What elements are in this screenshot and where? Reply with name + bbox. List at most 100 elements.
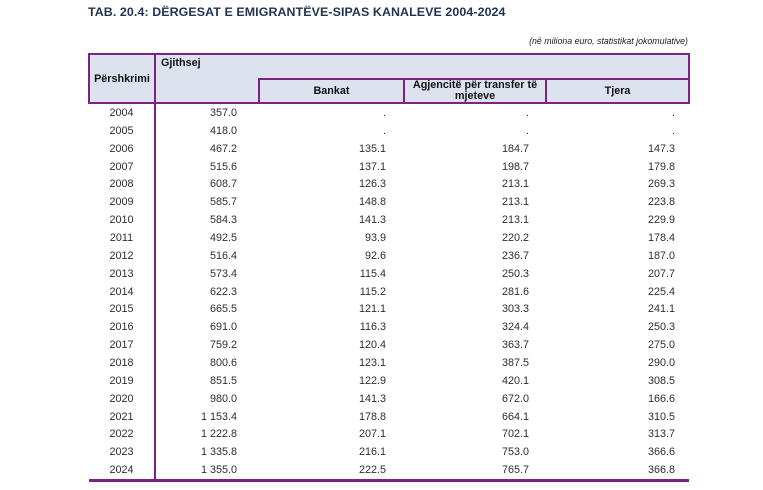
cell-bankat: 178.8 bbox=[358, 410, 386, 423]
cell-tjera: 187.0 bbox=[648, 249, 676, 262]
header-agjencite: Agjencitë për transfer të mjeteve bbox=[403, 78, 547, 104]
cell-year: 2010 bbox=[89, 211, 156, 230]
cell-agjencite: 324.4 bbox=[501, 321, 529, 334]
cell-year: 2009 bbox=[89, 193, 156, 212]
cell-year: 2022 bbox=[89, 425, 156, 444]
cell-bankat: 121.1 bbox=[358, 303, 386, 316]
cell-agjencite: 765.7 bbox=[404, 461, 546, 483]
table-row: 2015 665.5 121.1 303.3 241.1 bbox=[89, 300, 689, 319]
table-row: 2020 980.0 141.3 672.0 166.6 bbox=[89, 389, 689, 408]
cell-agjencite: 281.6 bbox=[501, 285, 529, 298]
cell-tjera: 313.7 bbox=[648, 428, 676, 441]
cell-bankat: 137.1 bbox=[358, 160, 386, 173]
remittances-by-channel-table: Përshkrimi Gjithsej Bankat Agjencitë për… bbox=[88, 53, 691, 483]
cell-gjithsej: 665.5 bbox=[209, 303, 237, 316]
cell-gjithsej: 585.7 bbox=[209, 196, 237, 209]
cell-year: 2005 bbox=[89, 121, 156, 140]
table-row: 2008 608.7 126.3 213.1 269.3 bbox=[89, 175, 689, 194]
cell-agjencite: 363.7 bbox=[501, 339, 529, 352]
header-total-spacer bbox=[155, 79, 260, 104]
cell-agjencite: 387.5 bbox=[501, 356, 529, 369]
table-row: 2014 622.3 115.2 281.6 225.4 bbox=[89, 282, 689, 301]
table-row: 2010 584.3 141.3 213.1 229.9 bbox=[89, 211, 689, 230]
cell-gjithsej: 691.0 bbox=[209, 321, 237, 334]
table-row: 2024 1 355.0 222.5 765.7 366.8 bbox=[89, 461, 690, 483]
cell-gjithsej: 1 153.4 bbox=[200, 410, 237, 423]
cell-year: 2016 bbox=[89, 318, 156, 337]
cell-year: 2017 bbox=[89, 336, 156, 355]
table-row: 2016 691.0 116.3 324.4 250.3 bbox=[89, 318, 689, 337]
cell-tjera: . bbox=[672, 106, 676, 119]
cell-agjencite: 303.3 bbox=[501, 303, 529, 316]
cell-bankat: 141.3 bbox=[358, 214, 386, 227]
cell-tjera: 241.1 bbox=[648, 303, 676, 316]
cell-gjithsej: 516.4 bbox=[209, 249, 237, 262]
table-row: 2021 1 153.4 178.8 664.1 310.5 bbox=[89, 407, 689, 426]
cell-gjithsej: 492.5 bbox=[209, 231, 237, 244]
cell-bankat: 207.1 bbox=[358, 428, 386, 441]
cell-tjera: . bbox=[672, 124, 676, 137]
cell-agjencite: 702.1 bbox=[501, 428, 529, 441]
cell-bankat: 115.2 bbox=[359, 285, 386, 298]
cell-bankat: 122.9 bbox=[358, 374, 386, 387]
cell-gjithsej: 980.0 bbox=[209, 392, 237, 405]
cell-agjencite: 213.1 bbox=[501, 178, 529, 191]
table-row: 2006 467.2 135.1 184.7 147.3 bbox=[89, 139, 689, 158]
cell-gjithsej: 800.6 bbox=[209, 356, 237, 369]
table-row: 2011 492.5 93.9 220.2 178.4 bbox=[89, 229, 689, 247]
table-row: 2019 851.5 122.9 420.1 308.5 bbox=[89, 371, 689, 390]
cell-gjithsej: 418.0 bbox=[209, 124, 237, 137]
table-row: 2018 800.6 123.1 387.5 290.0 bbox=[89, 354, 689, 372]
cell-agjencite: 213.1 bbox=[501, 196, 529, 209]
cell-agjencite: 220.2 bbox=[501, 231, 529, 244]
cell-tjera: 366.8 bbox=[546, 461, 690, 483]
cell-bankat: 135.1 bbox=[358, 142, 386, 155]
cell-year: 2024 bbox=[89, 461, 156, 483]
cell-agjencite: 250.3 bbox=[501, 267, 529, 280]
header-bankat: Bankat bbox=[258, 78, 405, 104]
cell-tjera: 250.3 bbox=[648, 321, 676, 334]
cell-tjera: 290.0 bbox=[648, 356, 676, 369]
table-row: 2017 759.2 120.4 363.7 275.0 bbox=[89, 336, 689, 355]
cell-year: 2018 bbox=[89, 354, 156, 372]
cell-tjera: 178.4 bbox=[648, 231, 676, 244]
cell-gjithsej: 1 222.8 bbox=[200, 428, 237, 441]
cell-tjera: 229.9 bbox=[648, 214, 676, 227]
cell-gjithsej: 1 355.0 bbox=[155, 461, 259, 483]
cell-year: 2006 bbox=[89, 139, 156, 158]
cell-bankat: 120.4 bbox=[358, 339, 386, 352]
cell-tjera: 269.3 bbox=[648, 178, 676, 191]
cell-agjencite: 672.0 bbox=[501, 392, 529, 405]
cell-year: 2020 bbox=[89, 389, 156, 408]
table-row: 2023 1 335.8 216.1 753.0 366.6 bbox=[89, 443, 689, 462]
cell-agjencite: . bbox=[526, 124, 529, 137]
cell-year: 2004 bbox=[89, 103, 156, 122]
cell-agjencite: 664.1 bbox=[501, 410, 529, 423]
cell-year: 2019 bbox=[89, 371, 156, 390]
cell-bankat: 123.1 bbox=[358, 356, 386, 369]
cell-year: 2007 bbox=[89, 157, 156, 176]
header-pershkrimi: Përshkrimi bbox=[88, 53, 156, 104]
cell-gjithsej: 357.0 bbox=[209, 106, 237, 119]
cell-bankat: 222.5 bbox=[259, 461, 404, 483]
table-body: 2004 357.0... 2005 418.0... 2006 467.2 135.1 18… bbox=[89, 103, 690, 483]
cell-tjera: 308.5 bbox=[648, 374, 676, 387]
cell-bankat: 141.3 bbox=[358, 392, 386, 405]
cell-year: 2021 bbox=[89, 407, 156, 426]
header-gjithsej: Gjithsej bbox=[153, 53, 691, 79]
cell-gjithsej: 622.3 bbox=[209, 285, 237, 298]
table-row: 2022 1 222.8 207.1 702.1 313.7 bbox=[89, 425, 689, 444]
cell-tjera: 275.0 bbox=[648, 339, 676, 352]
cell-gjithsej: 515.6 bbox=[209, 160, 237, 173]
cell-bankat: 116.3 bbox=[359, 321, 386, 334]
cell-bankat: 148.8 bbox=[358, 196, 386, 209]
page-title: TAB. 20.4: DËRGESAT E EMIGRANTËVE-SIPAS … bbox=[88, 5, 506, 19]
cell-agjencite: 753.0 bbox=[501, 446, 529, 459]
cell-bankat: 93.9 bbox=[364, 231, 386, 244]
cell-bankat: . bbox=[383, 106, 386, 119]
cell-tjera: 179.8 bbox=[648, 160, 676, 173]
cell-year: 2014 bbox=[89, 282, 156, 301]
cell-tjera: 225.4 bbox=[648, 285, 676, 298]
table-subtitle: (në miliona euro, statistikat jokomulati… bbox=[529, 36, 688, 46]
